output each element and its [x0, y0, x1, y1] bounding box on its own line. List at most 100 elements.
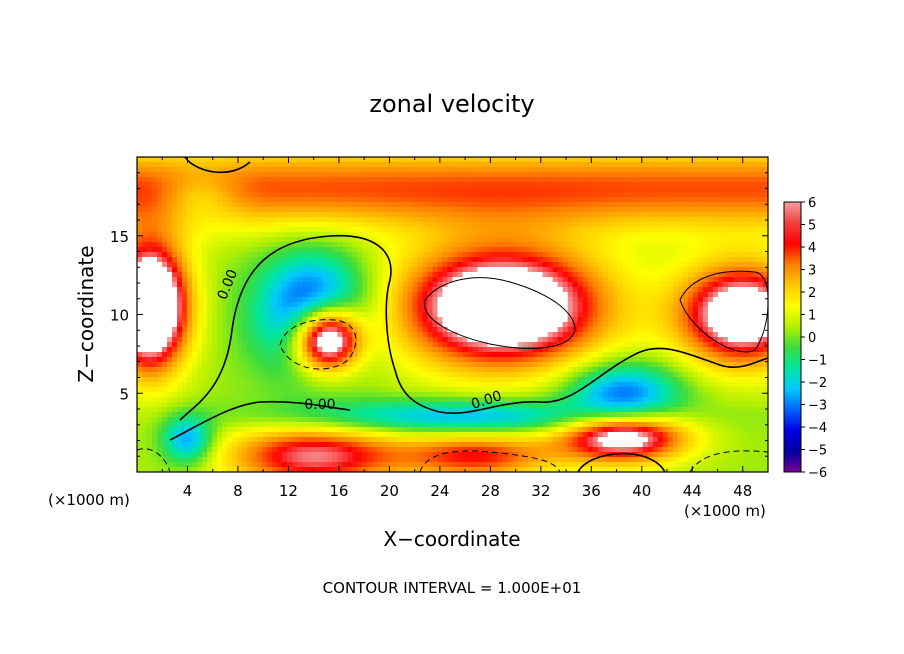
field-cell [762, 247, 768, 253]
field-cell [312, 162, 318, 168]
field-cell [562, 252, 569, 258]
field-cell [672, 342, 679, 348]
field-cell [227, 302, 233, 308]
field-cell [657, 197, 664, 203]
field-cell [627, 247, 634, 253]
field-cell [277, 237, 283, 243]
field-cell [457, 337, 464, 343]
field-cell [392, 197, 399, 203]
field-cell [757, 162, 764, 168]
field-cell [202, 307, 208, 313]
field-cell [282, 287, 288, 293]
field-cell [462, 197, 469, 203]
field-cell [642, 192, 649, 198]
field-cell [487, 297, 494, 303]
field-cell [577, 337, 584, 343]
field-cell [372, 202, 378, 208]
field-cell [507, 162, 514, 168]
field-cell [537, 272, 544, 278]
field-cell [237, 242, 243, 248]
field-cell [412, 187, 419, 193]
field-cell [692, 252, 699, 258]
field-cell [527, 242, 534, 248]
field-cell [377, 337, 383, 343]
field-cell [632, 237, 639, 243]
field-cell [587, 237, 594, 243]
field-cell [267, 342, 273, 348]
field-cell [192, 352, 198, 358]
field-cell [617, 327, 624, 333]
field-cell [677, 202, 684, 208]
field-cell [727, 177, 734, 183]
field-cell [502, 262, 509, 268]
field-cell [732, 307, 739, 313]
field-cell [502, 267, 509, 273]
field-cell [322, 252, 328, 258]
field-cell [667, 272, 674, 278]
field-cell [382, 222, 388, 228]
field-cell [212, 157, 218, 163]
field-cell [747, 282, 754, 288]
field-cell [397, 172, 404, 178]
field-cell [727, 277, 734, 283]
field-cell [557, 307, 564, 313]
field-cell [377, 332, 383, 338]
field-cell [517, 207, 524, 213]
field-cell [622, 237, 629, 243]
field-cell [712, 287, 719, 293]
field-cell [622, 187, 629, 193]
field-cell [312, 287, 318, 293]
field-cell [167, 222, 173, 228]
field-cell [672, 237, 679, 243]
field-cell [372, 267, 378, 273]
field-cell [612, 312, 619, 318]
field-cell [732, 232, 739, 238]
field-cell [697, 182, 704, 188]
field-cell [287, 162, 293, 168]
field-cell [442, 257, 449, 263]
field-cell [392, 327, 399, 333]
field-cell [562, 217, 569, 223]
field-cell [627, 242, 634, 248]
field-cell [382, 242, 388, 248]
field-cell [712, 232, 719, 238]
field-cell [747, 272, 754, 278]
field-cell [172, 202, 178, 208]
field-cell [137, 297, 143, 303]
field-cell [142, 247, 148, 253]
field-cell [592, 247, 599, 253]
field-cell [232, 322, 238, 328]
field-cell [237, 277, 243, 283]
field-cell [412, 182, 419, 188]
field-cell [442, 222, 449, 228]
field-cell [202, 252, 208, 258]
field-cell [557, 257, 564, 263]
field-cell [192, 307, 198, 313]
field-cell [457, 347, 464, 353]
field-cell [172, 187, 178, 193]
field-cell [137, 292, 143, 298]
field-cell [632, 337, 639, 343]
field-cell [712, 202, 719, 208]
field-cell [422, 272, 429, 278]
field-cell [707, 347, 714, 353]
field-cell [617, 287, 624, 293]
field-cell [432, 157, 439, 163]
field-cell [272, 212, 278, 218]
field-cell [727, 217, 734, 223]
field-cell [477, 292, 484, 298]
field-cell [142, 267, 148, 273]
field-cell [272, 267, 278, 273]
field-cell [587, 302, 594, 308]
field-cell [162, 187, 168, 193]
field-cell [742, 302, 749, 308]
field-cell [587, 187, 594, 193]
field-cell [742, 282, 749, 288]
field-cell [647, 317, 654, 323]
field-cell [552, 337, 559, 343]
field-cell [492, 302, 499, 308]
field-cell [212, 267, 218, 273]
field-cell [677, 247, 684, 253]
field-cell [617, 207, 624, 213]
field-cell [682, 312, 689, 318]
